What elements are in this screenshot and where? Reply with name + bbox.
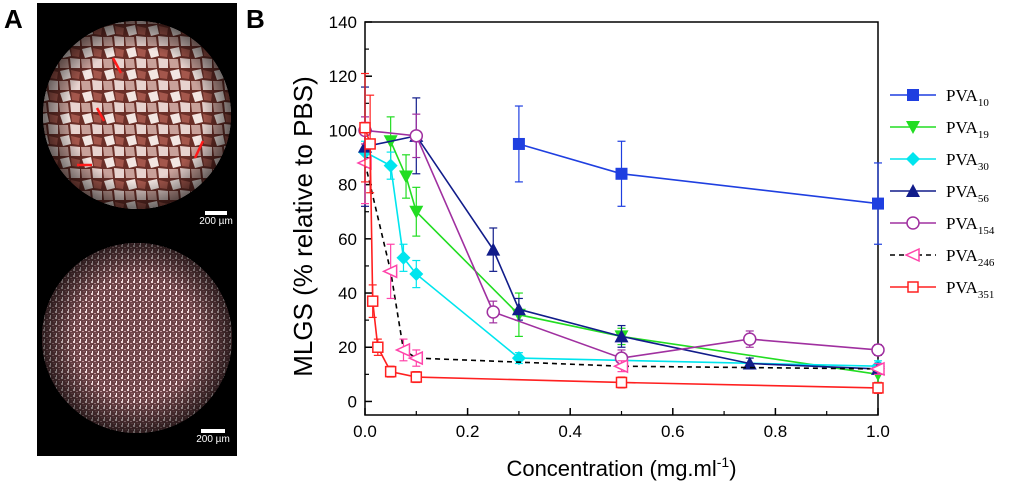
y-tick-label: 120	[329, 67, 357, 86]
data-point	[872, 197, 884, 210]
legend-label: PVA19	[946, 118, 989, 141]
panel-label-b: B	[246, 4, 265, 34]
legend-label: PVA56	[946, 182, 989, 205]
data-point	[511, 302, 526, 316]
series-pva246	[356, 121, 885, 377]
x-axis-title: Concentration (mg.ml-1)	[506, 454, 736, 481]
panel-label-a: A	[4, 4, 23, 34]
legend-marker	[906, 184, 920, 197]
x-tick-label: 0.6	[661, 422, 685, 441]
data-point	[511, 351, 526, 366]
y-tick-label: 40	[338, 284, 357, 303]
legend-entry: PVA351	[890, 278, 994, 301]
series-pva10	[512, 105, 884, 245]
y-tick-label: 20	[338, 338, 357, 357]
data-point	[394, 342, 411, 358]
data-point	[869, 361, 885, 377]
series-line	[518, 143, 879, 205]
legend-label: PVA351	[946, 278, 994, 301]
y-axis-title: MLGS (% relative to PBS)	[288, 76, 318, 377]
data-point	[614, 329, 629, 343]
x-tick-label: 0.2	[456, 422, 480, 441]
legend-entry: PVA246	[890, 246, 995, 269]
data-point	[409, 205, 424, 219]
powder-texture	[42, 243, 232, 433]
data-point	[872, 382, 884, 394]
scale-bar-bottom: 200 µm	[189, 429, 237, 445]
data-point	[486, 305, 500, 319]
legend-marker	[907, 89, 919, 101]
data-point	[409, 267, 424, 282]
legend-marker	[906, 152, 920, 166]
data-point	[372, 341, 384, 353]
x-tick-label: 0.4	[558, 422, 582, 441]
legend-marker	[906, 216, 920, 230]
legend-marker	[907, 281, 919, 293]
y-tick-label: 140	[329, 13, 357, 32]
data-point	[399, 170, 414, 184]
series-pva56	[358, 86, 885, 375]
y-tick-label: 80	[338, 176, 357, 195]
data-point	[410, 371, 423, 383]
data-point	[359, 121, 371, 134]
data-point	[384, 365, 397, 378]
scale-bar-top: 200 µm	[195, 211, 237, 227]
x-tick-label: 1.0	[866, 422, 890, 441]
data-point	[742, 356, 757, 370]
legend-entry: PVA154	[890, 214, 995, 237]
data-point	[364, 138, 376, 150]
data-point	[871, 343, 885, 357]
legend-label: PVA30	[946, 150, 989, 173]
micrograph-top: 200 µm	[37, 3, 237, 233]
data-point	[381, 264, 398, 279]
legend-entry: PVA30	[890, 150, 989, 173]
data-point	[615, 167, 628, 180]
series-line	[364, 129, 879, 359]
data-point	[407, 350, 424, 366]
y-tick-label: 0	[348, 392, 357, 411]
data-point	[396, 250, 411, 265]
data-point	[512, 137, 525, 150]
micrograph-bottom: 200 µm	[37, 233, 237, 456]
data-point	[383, 158, 398, 173]
data-point	[743, 332, 757, 346]
red-arrows	[77, 57, 205, 167]
legend-entry: PVA56	[890, 182, 989, 205]
data-point	[615, 376, 628, 389]
legend-label: PVA154	[946, 214, 995, 237]
y-tick-label: 100	[329, 121, 357, 140]
foam-texture	[43, 21, 231, 209]
x-tick-label: 0.0	[353, 422, 377, 441]
legend-label: PVA246	[946, 246, 995, 269]
data-point	[612, 359, 629, 374]
series-pva19	[383, 116, 885, 384]
data-point	[409, 129, 424, 143]
legend-entry: PVA10	[890, 86, 989, 109]
legend-marker	[904, 247, 920, 263]
series-pva351	[359, 72, 884, 394]
legend-entry: PVA19	[890, 118, 989, 141]
y-tick-label: 60	[338, 230, 357, 249]
legend-marker	[906, 121, 920, 134]
data-point	[486, 242, 501, 256]
data-point	[366, 295, 379, 307]
x-tick-label: 0.8	[764, 422, 788, 441]
legend-label: PVA10	[946, 86, 989, 109]
